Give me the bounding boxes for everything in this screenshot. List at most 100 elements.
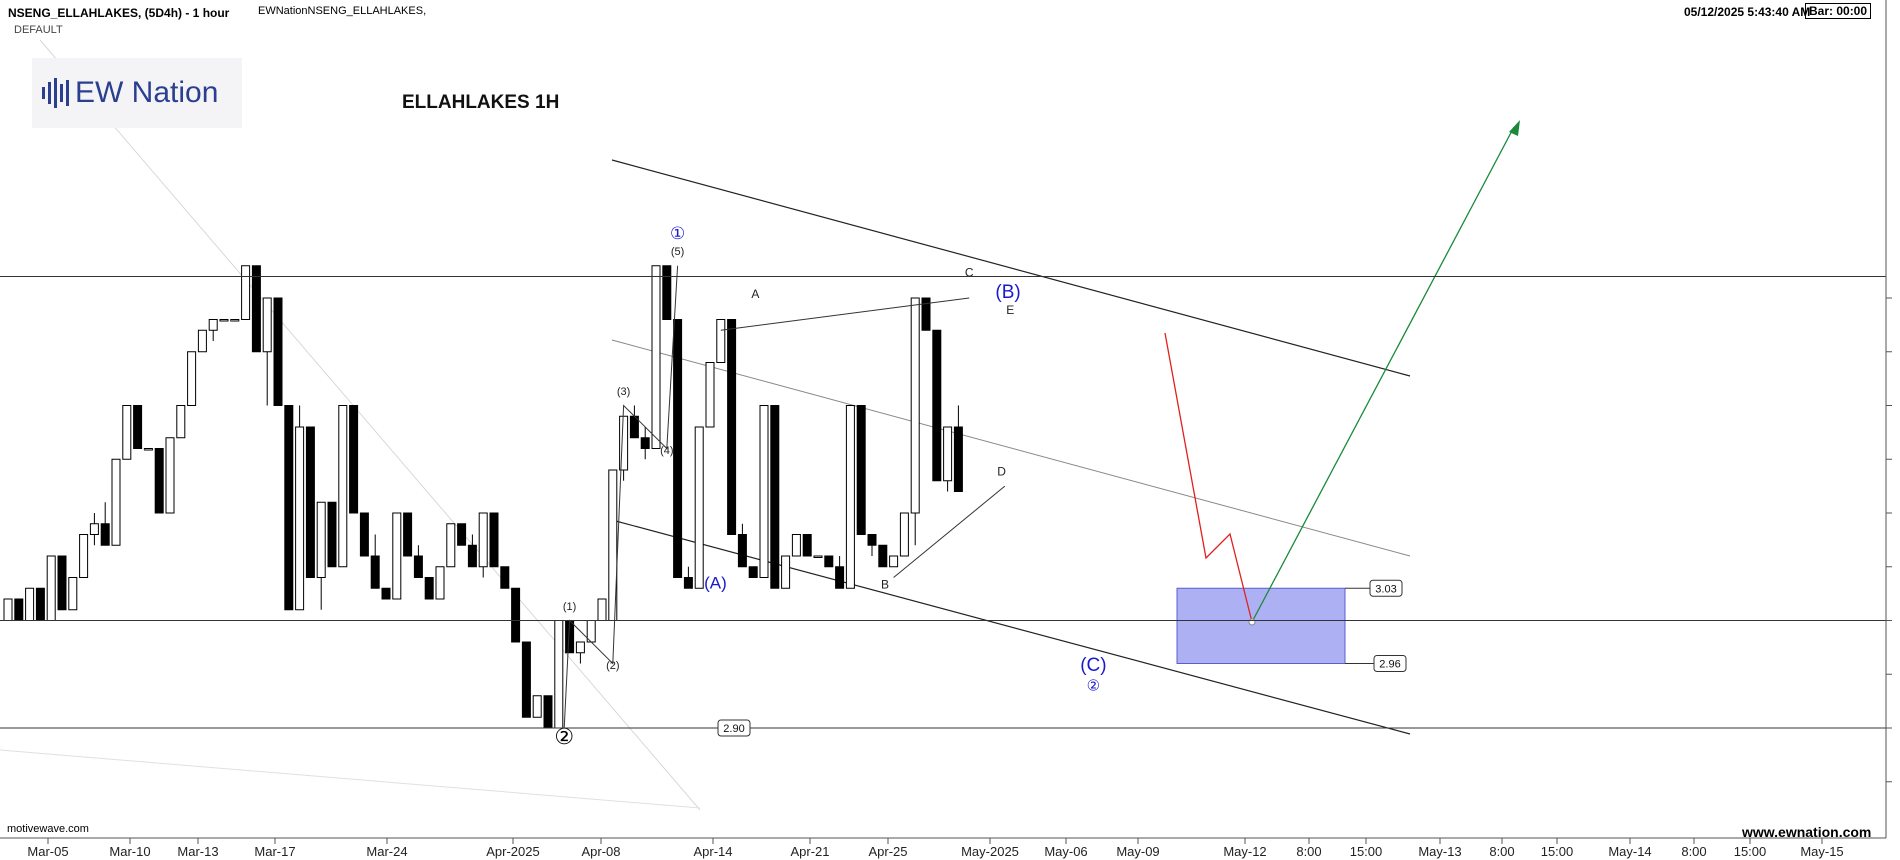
candle-up [478, 512, 488, 568]
candle-down [500, 566, 510, 589]
candle-down [273, 297, 283, 406]
candle-up [165, 437, 175, 514]
wave-label: (B) [995, 282, 1020, 303]
candle-up [435, 566, 445, 600]
candle-down [154, 448, 164, 514]
candle-down [133, 405, 143, 449]
x-tick-label: May-2025 [961, 844, 1019, 859]
candle-down [457, 523, 467, 546]
background-trendline [39, 39, 701, 811]
target-point [1248, 618, 1256, 626]
candle-down [381, 587, 391, 600]
x-tick-label: Mar-10 [109, 844, 150, 859]
x-tick-label: 8:00 [1296, 844, 1321, 859]
wave-logo-icon [42, 78, 69, 108]
channel-mid-line [611, 339, 1411, 557]
x-tick-label: Mar-05 [27, 844, 68, 859]
candle-up [219, 319, 229, 322]
candle-up [3, 598, 13, 621]
candle-up [889, 555, 899, 568]
candle-up [554, 620, 564, 729]
price-label: 3.03 [1375, 583, 1396, 595]
price-label-box [1373, 655, 1407, 672]
x-tick-label: Apr-08 [581, 844, 620, 859]
candle-down [100, 523, 110, 546]
candle-up [79, 534, 89, 578]
candle-up [111, 458, 121, 546]
wave-label: (A) [704, 573, 727, 592]
logo-text: EW Nation [75, 76, 219, 109]
candle-down [953, 426, 963, 492]
candle-up [943, 426, 953, 482]
wave-label: B [881, 577, 889, 591]
datetime-label: 05/12/2025 5:43:40 AM [1684, 5, 1811, 19]
background-trendline [0, 749, 701, 809]
candle-up [187, 351, 197, 406]
wave-label: A [751, 287, 759, 301]
candle-up [716, 319, 726, 363]
candle-down [467, 544, 477, 568]
candle-down [932, 329, 942, 482]
x-tick-label: May-13 [1418, 844, 1461, 859]
candle-up [89, 523, 99, 535]
wave-label: (3) [617, 386, 630, 398]
candle-down [683, 577, 693, 589]
candle-down [824, 555, 834, 568]
wave-label: E [1006, 303, 1014, 317]
candle-down [727, 319, 737, 535]
candle-down [921, 297, 931, 331]
candle-down [770, 405, 780, 589]
candle-up [68, 577, 78, 611]
candle-up [230, 319, 240, 322]
candle-down [403, 512, 413, 557]
candle-down [349, 405, 359, 514]
candle-down [284, 405, 294, 611]
candle-up [899, 512, 909, 557]
x-tick-label: 8:00 [1489, 844, 1514, 859]
candle-down [305, 426, 315, 578]
candle-up [845, 405, 855, 589]
wave-label: ② [1087, 677, 1100, 694]
wave-label: (1) [563, 601, 576, 613]
candle-up [694, 426, 704, 589]
candle-up [46, 555, 56, 621]
candle-down [867, 534, 877, 546]
candle-up [392, 512, 402, 600]
candle-up [208, 319, 218, 331]
candle-down [424, 577, 434, 600]
candle-down [35, 587, 45, 621]
candle-down [14, 598, 24, 621]
x-tick-label: Apr-2025 [486, 844, 539, 859]
x-tick-label: 8:00 [1681, 844, 1706, 859]
candle-up [781, 555, 791, 589]
candle-down [511, 587, 521, 643]
candle-up [176, 405, 186, 439]
x-tick-label: Apr-21 [790, 844, 829, 859]
candle-down [359, 512, 369, 557]
logo: EW Nation [32, 58, 242, 128]
candle-up [651, 265, 661, 449]
chart-title: ELLAHLAKES 1H [402, 92, 559, 113]
candle-down [57, 555, 67, 611]
triangle-upper-line [720, 297, 970, 331]
candle-down [856, 405, 866, 535]
x-tick-label: May-12 [1223, 844, 1266, 859]
template-label: DEFAULT [14, 24, 63, 36]
candle-down [370, 555, 380, 589]
candle-down [521, 641, 531, 718]
candle-up [316, 501, 326, 578]
x-tick-label: May-06 [1044, 844, 1087, 859]
wave-label: (C) [1080, 655, 1106, 676]
x-tick-label: Mar-13 [177, 844, 218, 859]
candle-up [791, 534, 801, 557]
candle-up [532, 695, 542, 718]
x-tick-label: May-15 [1800, 844, 1843, 859]
candle-up [338, 405, 348, 568]
wave-label: (5) [671, 246, 684, 258]
candle-up [241, 265, 251, 320]
candle-down [878, 544, 888, 568]
symbol-title: NSENG_ELLAHLAKES, (5D4h) - 1 hour [8, 6, 230, 20]
wave-label: (4) [660, 445, 673, 457]
triangle-lower-line [893, 485, 1006, 578]
